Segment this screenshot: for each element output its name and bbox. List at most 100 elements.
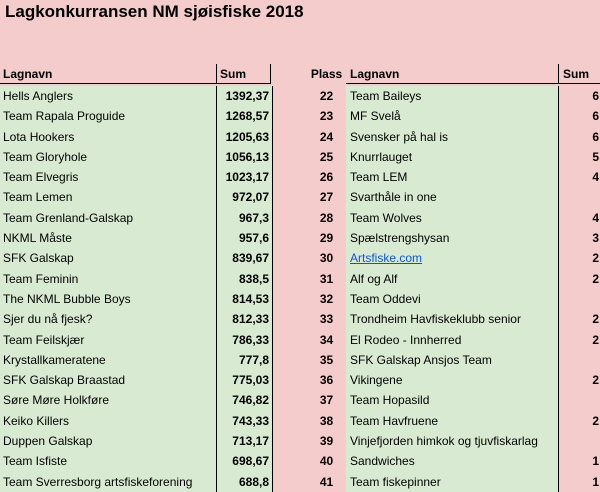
team-name: Sjer du nå fjesk? bbox=[3, 312, 93, 327]
team-sum: 1 bbox=[592, 474, 599, 489]
right-sum-column: 6 6 6 5 4 4 3 2 2 2 2 2 2 1 1 bbox=[558, 86, 600, 492]
team-place: 35 bbox=[319, 352, 334, 367]
header-lagnavn-right: Lagnavn bbox=[346, 64, 558, 84]
team-sum: 688,8 bbox=[238, 474, 269, 489]
team-sum: 743,33 bbox=[232, 413, 269, 428]
team-sum: 4 bbox=[592, 210, 599, 225]
team-name: Team Baileys bbox=[350, 89, 422, 103]
team-name: Team LEM bbox=[350, 170, 408, 185]
team-name: Team fiskepinner bbox=[350, 474, 441, 489]
team-place: 41 bbox=[319, 474, 334, 489]
team-name: Artsfiske.com bbox=[346, 248, 558, 268]
team-name: Sandwiches bbox=[350, 454, 415, 469]
team-place: 40 bbox=[319, 454, 334, 469]
team-name: Team Havfruene bbox=[350, 413, 439, 428]
team-name: Svensker på hal is bbox=[350, 129, 449, 144]
team-name: MF Svelå bbox=[350, 109, 401, 124]
team-name: Team Oddevi bbox=[350, 291, 421, 306]
team-sum: 5 bbox=[592, 149, 599, 164]
team-place: 33 bbox=[319, 312, 334, 327]
team-place: 22 bbox=[319, 89, 334, 103]
team-sum: 972,07 bbox=[232, 190, 269, 205]
header-lagnavn-left: Lagnavn bbox=[0, 64, 216, 84]
team-sum bbox=[559, 431, 600, 451]
team-name: Team Wolves bbox=[350, 210, 422, 225]
team-name: Krystallkameratene bbox=[3, 352, 106, 367]
team-place: 36 bbox=[319, 373, 334, 388]
team-place: 27 bbox=[319, 190, 334, 205]
team-sum bbox=[559, 289, 600, 309]
team-place: 23 bbox=[319, 109, 334, 124]
team-name: Team Sverresborg artsfiskeforening bbox=[3, 474, 193, 489]
team-name: SFK Galskap Ansjos Team bbox=[350, 352, 492, 367]
team-name: Vikingene bbox=[350, 373, 403, 388]
left-sum-column: 1392,37 1268,57 1205,63 1056,13 1023,17 972,0… bbox=[216, 86, 273, 492]
team-name: Keiko Killers bbox=[3, 413, 70, 428]
team-sum: 6 bbox=[592, 89, 599, 103]
team-sum: 2 bbox=[592, 312, 599, 327]
team-name: Knurrlauget bbox=[350, 149, 413, 164]
left-name-column: Hells Anglers Team Rapala Proguide Lota Ho… bbox=[0, 86, 216, 492]
team-name: Team Elvegris bbox=[3, 170, 79, 185]
team-name: Hells Anglers bbox=[3, 89, 74, 103]
team-sum: 713,17 bbox=[232, 434, 269, 449]
right-name-column: Team Baileys MF Svelå Svensker på hal is Kn… bbox=[346, 86, 558, 492]
team-sum: 2 bbox=[592, 332, 599, 347]
team-sum: 814,53 bbox=[232, 291, 269, 306]
team-name: Team Grenland-Galskap bbox=[3, 210, 134, 225]
team-name: Trondheim Havfiskeklubb senior bbox=[350, 312, 521, 327]
team-sum: 6 bbox=[592, 109, 599, 124]
team-sum: 1268,57 bbox=[225, 109, 269, 124]
team-sum: 2 bbox=[592, 251, 599, 266]
team-sum bbox=[559, 390, 600, 410]
team-name: SFK Galskap Braastad bbox=[3, 373, 126, 388]
team-sum: 698,67 bbox=[232, 454, 269, 469]
team-sum: 1 bbox=[592, 454, 599, 469]
team-sum: 838,5 bbox=[238, 271, 269, 286]
team-name: Team Rapala Proguide bbox=[3, 109, 126, 124]
team-sum: 1392,37 bbox=[225, 89, 269, 103]
team-sum: 1056,13 bbox=[225, 149, 269, 164]
artsfiske-link[interactable]: Artsfiske.com bbox=[350, 251, 423, 266]
plass-column: 22 23 24 25 26 27 28 29 30 31 32 33 34 35 36 37 38 39 40 41 bbox=[307, 86, 346, 492]
team-sum: 6 bbox=[592, 129, 599, 144]
team-place: 31 bbox=[319, 271, 334, 286]
team-name: SFK Galskap bbox=[3, 251, 74, 266]
team-sum: 746,82 bbox=[232, 393, 269, 408]
team-name: El Rodeo - Innherred bbox=[350, 332, 462, 347]
team-sum bbox=[559, 350, 600, 370]
team-sum: 957,6 bbox=[238, 231, 269, 246]
team-place: 34 bbox=[319, 332, 334, 347]
team-name: Team Feilskjær bbox=[3, 332, 85, 347]
team-sum: 3 bbox=[592, 231, 599, 246]
team-name: NKML Måste bbox=[3, 231, 72, 246]
header-sum-right: Sum bbox=[558, 64, 600, 84]
team-name: Alf og Alf bbox=[350, 271, 398, 286]
team-sum: 839,67 bbox=[232, 251, 269, 266]
team-place: 25 bbox=[319, 149, 334, 164]
team-sum: 4 bbox=[592, 170, 599, 185]
team-place: 26 bbox=[319, 170, 334, 185]
team-sum: 967,3 bbox=[238, 210, 269, 225]
team-place: 29 bbox=[319, 231, 334, 246]
team-sum: 2 bbox=[592, 413, 599, 428]
team-place: 28 bbox=[319, 210, 334, 225]
team-sum: 1023,17 bbox=[225, 170, 269, 185]
team-name: Lota Hookers bbox=[3, 129, 75, 144]
team-sum: 775,03 bbox=[232, 373, 269, 388]
team-place: 24 bbox=[319, 129, 334, 144]
team-name: The NKML Bubble Boys bbox=[3, 291, 131, 306]
team-name: Søre Møre Holkføre bbox=[3, 393, 110, 408]
team-sum: 1205,63 bbox=[225, 129, 269, 144]
team-sum: 2 bbox=[592, 373, 599, 388]
team-name: Svarthåle in one bbox=[350, 190, 437, 205]
team-name: Duppen Galskap bbox=[3, 434, 93, 449]
team-sum: 812,33 bbox=[232, 312, 269, 327]
team-place: 38 bbox=[319, 413, 334, 428]
team-name: Vinjefjorden himkok og tjuvfiskarlag bbox=[350, 434, 538, 449]
team-name: Team Feminin bbox=[3, 271, 79, 286]
page-title: Lagkonkurransen NM sjøisfiske 2018 bbox=[5, 2, 304, 21]
team-sum: 786,33 bbox=[232, 332, 269, 347]
team-name: Team Isfiste bbox=[3, 454, 68, 469]
team-name: Team Gloryhole bbox=[3, 149, 88, 164]
